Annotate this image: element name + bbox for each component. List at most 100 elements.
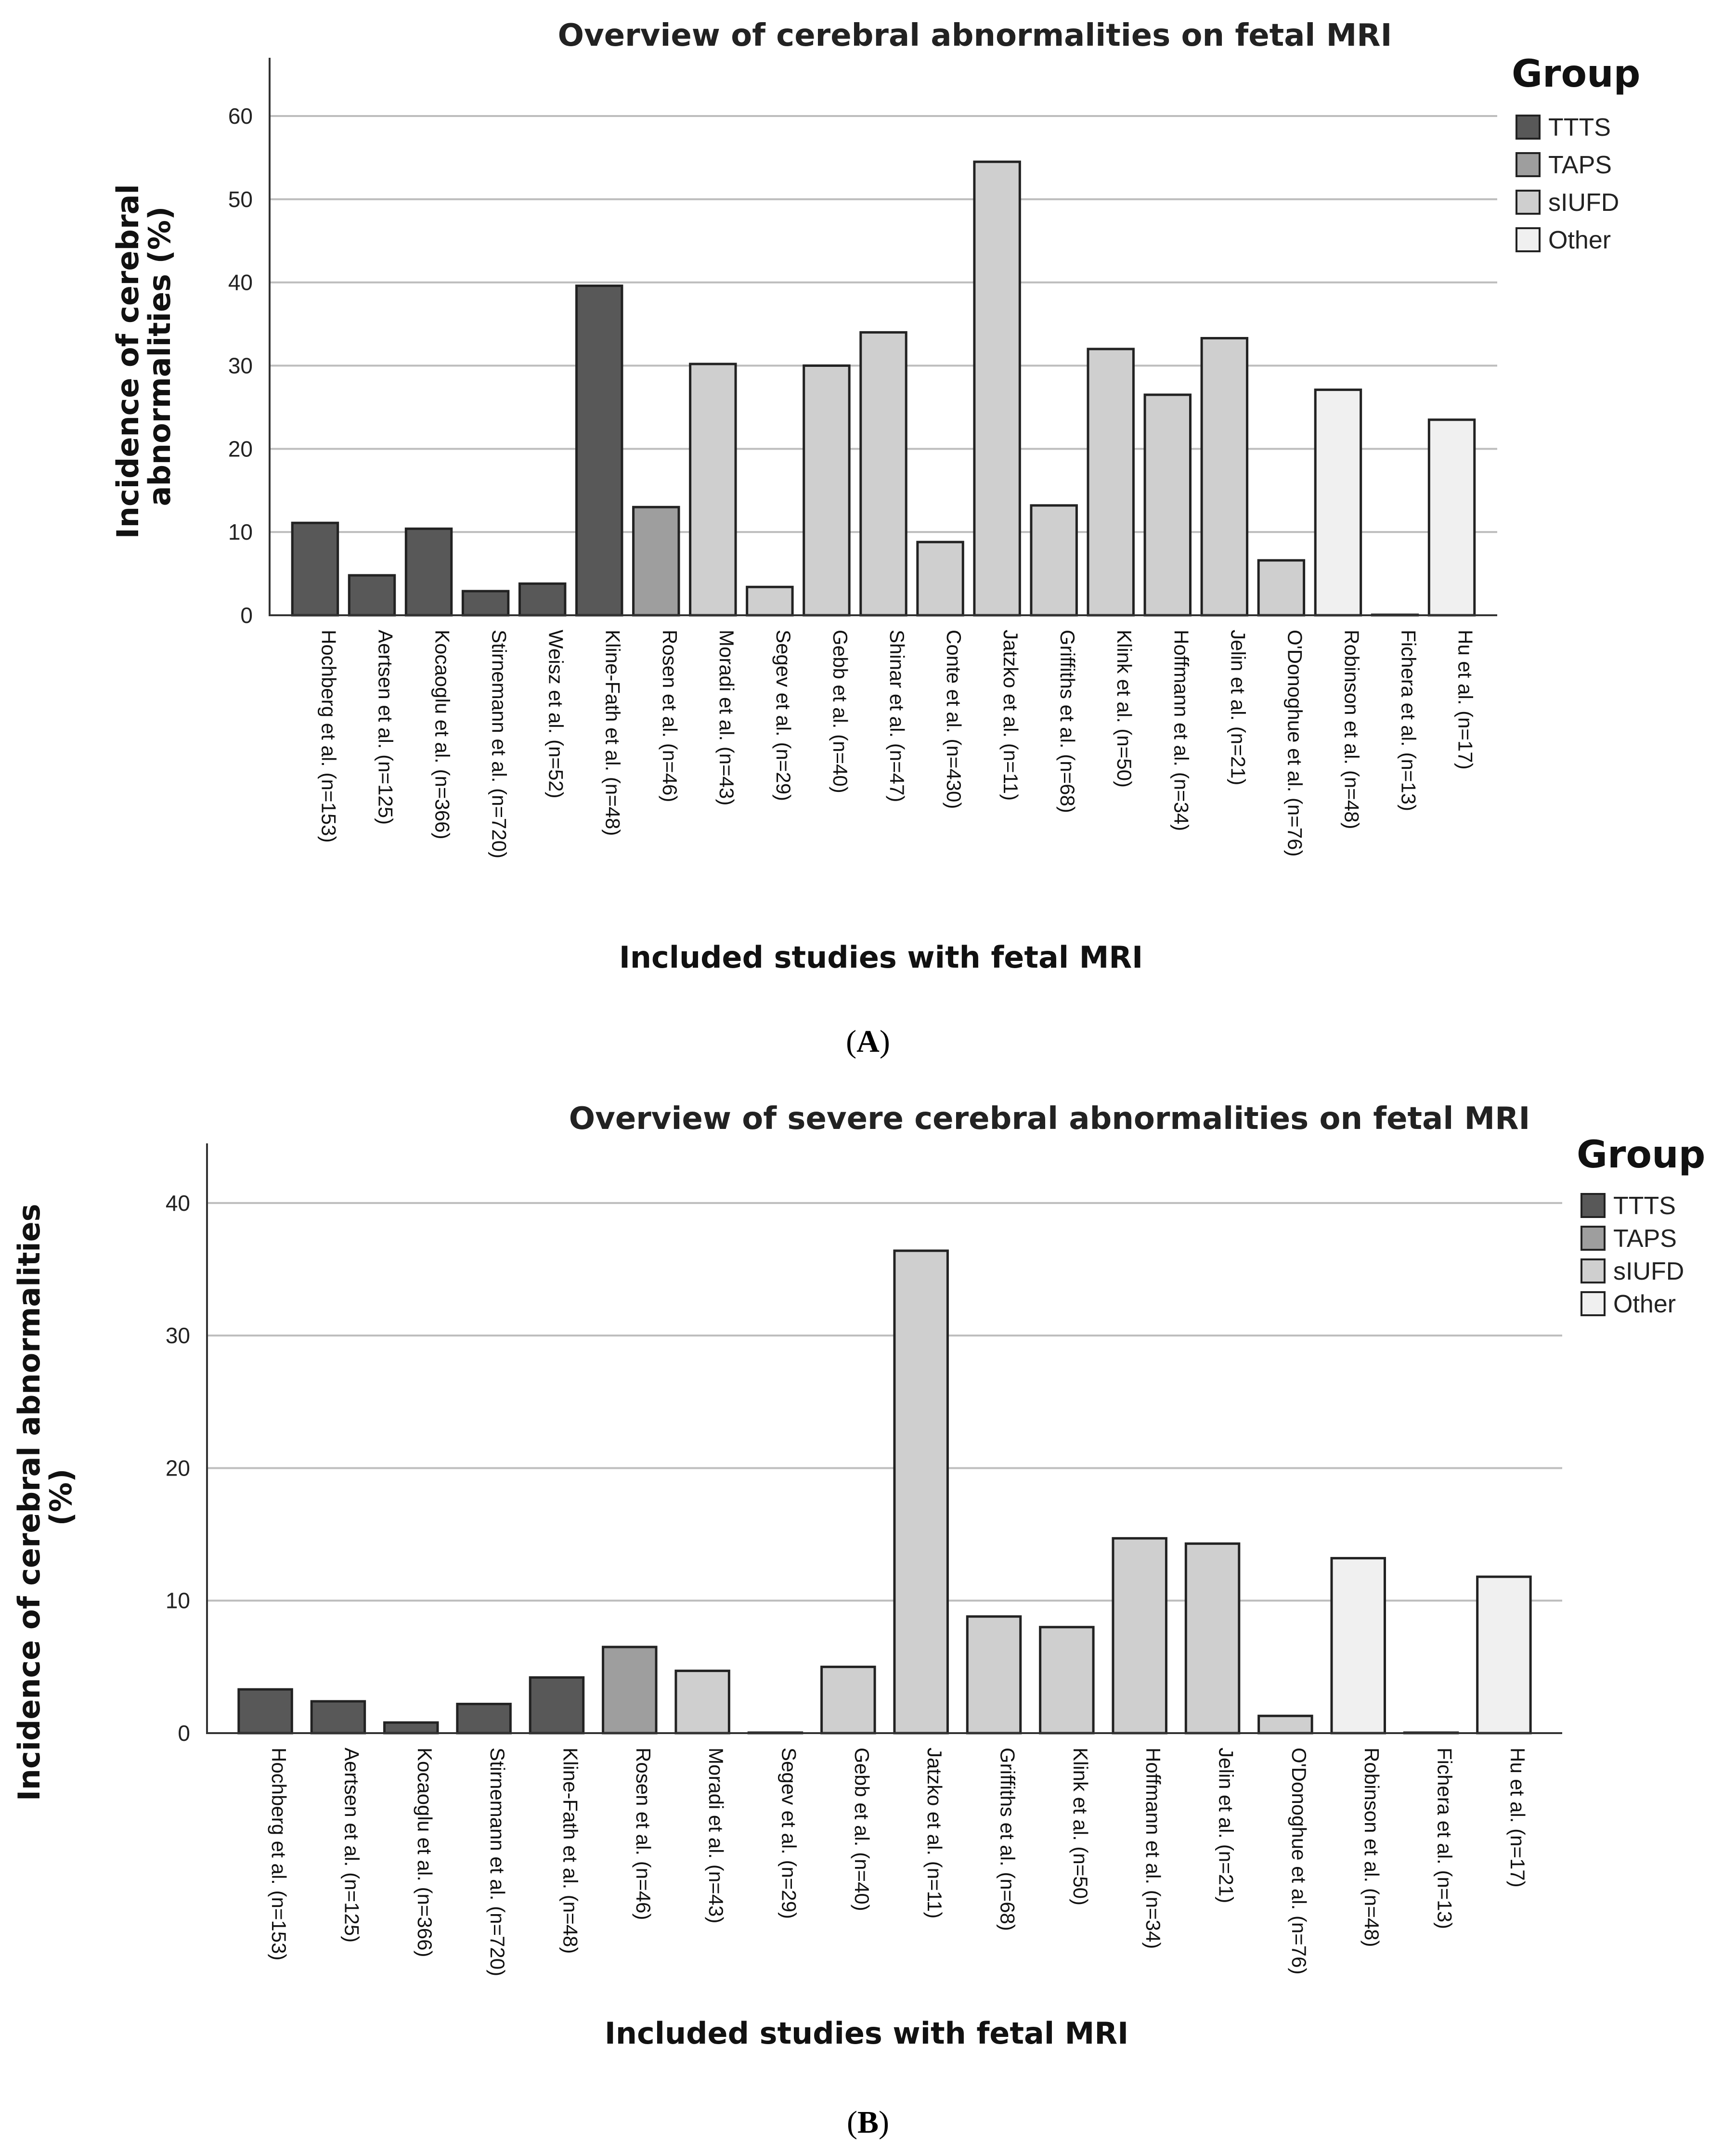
chart-b-category-label-kline-fath-et-al-n-48: Kline-Fath et al. (n=48): [559, 1748, 582, 1954]
chart-a-bar-jatzko-et-al-n-11: [973, 160, 1021, 617]
chart-b-legend-swatch-other: [1581, 1291, 1606, 1316]
chart-b-y-axis-title-line-2: (%): [43, 1469, 78, 1526]
chart-a-category-label-o-donoghue-et-al-n-76: O'Donoghue et al. (n=76): [1283, 630, 1306, 857]
chart-b-category-label-jatzko-et-al-n-11: Jatzko et al. (n=11): [923, 1748, 946, 1918]
chart-a-category-label-kline-fath-et-al-n-48: Kline-Fath et al. (n=48): [602, 630, 624, 836]
chart-a-category-label-kocaoglu-et-al-n-366: Kocaoglu et al. (n=366): [431, 630, 454, 839]
chart-a-y-axis-title-line-1: Incidence of cerebral: [110, 184, 145, 539]
chart-b-legend-title: Group: [1577, 1133, 1705, 1177]
chart-a-bar-aertsen-et-al-n-125: [348, 574, 396, 617]
chart-a-bar-hoffmann-et-al-n-34: [1143, 393, 1192, 617]
chart-a-category-label-jelin-et-al-n-21: Jelin et al. (n=21): [1227, 630, 1249, 785]
chart-a-bar-robinson-et-al-n-48: [1314, 389, 1362, 617]
chart-a-bar-kocaoglu-et-al-n-366: [404, 527, 453, 617]
chart-a-legend-label-other: Other: [1548, 226, 1611, 254]
chart-a-y-tick-50: 50: [228, 187, 253, 212]
chart-a-bars: [291, 160, 1476, 617]
chart-b-category-label-gebb-et-al-n-40: Gebb et al. (n=40): [851, 1748, 873, 1911]
chart-a-category-label-jatzko-et-al-n-11: Jatzko et al. (n=11): [999, 630, 1022, 801]
chart-b-bar-kline-fath-et-al-n-48: [529, 1676, 585, 1735]
chart-a-bar-conte-et-al-n-430: [916, 541, 964, 617]
chart-b-category-label-stirnemann-et-al-n-720: Stirnemann et al. (n=720): [486, 1748, 509, 1976]
chart-a-legend-swatch-other: [1516, 227, 1541, 252]
chart-a-category-label-aertsen-et-al-n-125: Aertsen et al. (n=125): [375, 630, 397, 825]
chart-b-bars: [237, 1249, 1532, 1735]
panel-b-letter: B: [857, 2105, 879, 2140]
chart-a-category-label-griffiths-et-al-n-68: Griffiths et al. (n=68): [1056, 630, 1079, 813]
chart-a-x-axis-title: Included studies with fetal MRI: [619, 940, 1143, 975]
chart-a-category-label-klink-et-al-n-50: Klink et al. (n=50): [1113, 630, 1136, 788]
chart-b-y-axis-title: Incidence of cerebral abnormalities (%): [12, 1193, 78, 1801]
chart-a-bar-klink-et-al-n-50: [1087, 348, 1135, 617]
chart-b-category-label-klink-et-al-n-50: Klink et al. (n=50): [1069, 1748, 1092, 1905]
chart-a-axis-lines: [269, 58, 1497, 616]
chart-b-bar-gebb-et-al-n-40: [820, 1665, 876, 1735]
chart-a-category-label-shinar-et-al-n-47: Shinar et al. (n=47): [886, 630, 908, 802]
chart-a-category-labels: Hochberg et al. (n=153) Aertsen et al. (n…: [317, 630, 1477, 858]
chart-a: Overview of cerebral abnormalities on fe…: [110, 18, 1640, 975]
chart-b-bar-griffiths-et-al-n-68: [966, 1615, 1022, 1735]
chart-a-bar-segev-et-al-n-29: [746, 585, 794, 617]
chart-b-category-labels: Hochberg et al. (n=153) Aertsen et al. (n…: [268, 1748, 1529, 1976]
chart-a-legend-label-taps: TAPS: [1548, 151, 1612, 179]
chart-a-bar-gebb-et-al-n-40: [803, 364, 851, 617]
chart-b-y-tick-10: 10: [166, 1588, 190, 1613]
chart-a-bar-shinar-et-al-n-47: [859, 331, 907, 617]
chart-b: Overview of severe cerebral abnormalitie…: [12, 1101, 1705, 2051]
chart-b-category-label-fichera-et-al-n-13: Fichera et al. (n=13): [1434, 1748, 1456, 1929]
chart-a-bar-kline-fath-et-al-n-48: [575, 285, 623, 617]
chart-b-bar-hu-et-al-n-17: [1476, 1575, 1532, 1735]
chart-b-bar-hoffmann-et-al-n-34: [1112, 1537, 1167, 1735]
chart-a-y-ticks: 0 10 20 30 40 50 60: [228, 104, 253, 628]
chart-a-y-axis-title: Incidence of cerebral abnormalities (%): [110, 174, 177, 539]
chart-b-category-label-aertsen-et-al-n-125: Aertsen et al. (n=125): [340, 1748, 363, 1943]
chart-a-legend-swatch-taps: [1516, 152, 1541, 177]
chart-a-axes: [269, 58, 1497, 616]
chart-b-bar-hochberg-et-al-n-153: [237, 1688, 293, 1735]
chart-b-category-label-griffiths-et-al-n-68: Griffiths et al. (n=68): [997, 1748, 1019, 1931]
chart-a-y-tick-40: 40: [228, 270, 253, 295]
chart-b-y-tick-30: 30: [166, 1323, 190, 1348]
chart-b-axis-lines: [206, 1143, 1562, 1734]
chart-a-bar-moradi-et-al-n-43: [689, 363, 737, 617]
chart-b-legend-label-siufd: sIUFD: [1613, 1257, 1684, 1285]
chart-a-category-label-robinson-et-al-n-48: Robinson et al. (n=48): [1340, 630, 1363, 829]
chart-a-legend-swatch-ttts: [1516, 115, 1541, 140]
chart-b-bar-kocaoglu-et-al-n-366: [383, 1721, 439, 1735]
chart-b-category-label-hochberg-et-al-n-153: Hochberg et al. (n=153): [268, 1748, 290, 1960]
chart-a-legend-label-siufd: sIUFD: [1548, 189, 1619, 217]
chart-b-bar-jelin-et-al-n-21: [1184, 1542, 1241, 1735]
chart-b-category-label-o-donoghue-et-al-n-76: O'Donoghue et al. (n=76): [1288, 1748, 1310, 1975]
chart-b-y-ticks: 0 10 20 30 40: [166, 1191, 190, 1746]
chart-a-y-tick-10: 10: [228, 519, 253, 544]
chart-a-bar-griffiths-et-al-n-68: [1030, 504, 1078, 617]
chart-a-category-label-stirnemann-et-al-n-720: Stirnemann et al. (n=720): [488, 630, 511, 858]
chart-b-legend-label-taps: TAPS: [1613, 1225, 1677, 1253]
panel-a-letter: A: [856, 1024, 880, 1059]
chart-a-category-label-hochberg-et-al-n-153: Hochberg et al. (n=153): [317, 630, 340, 842]
chart-b-axes: [206, 1143, 1562, 1734]
chart-b-legend-swatch-taps: [1581, 1226, 1606, 1251]
chart-a-bar-hu-et-al-n-17: [1427, 418, 1476, 617]
chart-a-bar-weisz-et-al-n-52: [518, 582, 567, 617]
chart-b-category-label-rosen-et-al-n-46: Rosen et al. (n=46): [632, 1748, 655, 1920]
chart-a-category-label-gebb-et-al-n-40: Gebb et al. (n=40): [829, 630, 852, 793]
chart-b-bar-o-donoghue-et-al-n-76: [1257, 1714, 1313, 1735]
chart-a-category-label-hu-et-al-n-17: Hu et al. (n=17): [1454, 630, 1477, 770]
chart-b-bar-rosen-et-al-n-46: [602, 1646, 658, 1735]
chart-b-y-tick-0: 0: [178, 1721, 190, 1746]
chart-b-legend: Group TTTS TAPS sIUFD Other: [1577, 1133, 1705, 1318]
chart-a-bar-hochberg-et-al-n-153: [291, 521, 339, 617]
chart-b-legend-label-ttts: TTTS: [1613, 1192, 1676, 1220]
chart-a-bar-stirnemann-et-al-n-720: [461, 590, 510, 617]
chart-b-bar-klink-et-al-n-50: [1039, 1626, 1095, 1735]
chart-b-category-label-jelin-et-al-n-21: Jelin et al. (n=21): [1215, 1748, 1238, 1903]
chart-b-title: Overview of severe cerebral abnormalitie…: [569, 1101, 1530, 1137]
chart-b-category-label-robinson-et-al-n-48: Robinson et al. (n=48): [1360, 1748, 1383, 1947]
chart-a-bar-o-donoghue-et-al-n-76: [1257, 559, 1306, 617]
chart-a-bar-rosen-et-al-n-46: [632, 505, 680, 617]
chart-b-x-axis-title: Included studies with fetal MRI: [605, 2016, 1128, 2051]
panel-b-label: (B): [847, 2105, 889, 2140]
chart-b-bar-aertsen-et-al-n-125: [310, 1700, 366, 1735]
